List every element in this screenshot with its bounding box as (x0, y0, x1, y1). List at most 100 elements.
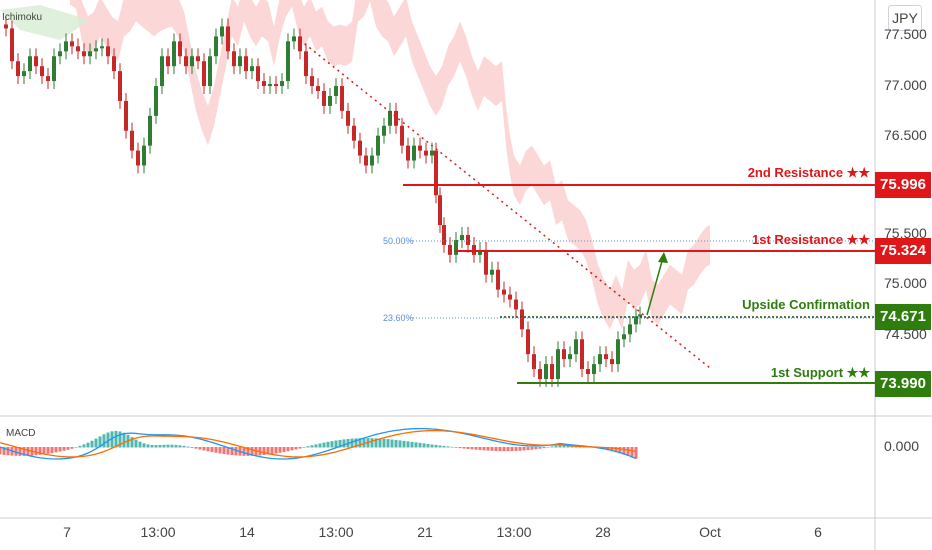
candle-body (412, 145, 416, 161)
second-resistance-label: 2nd Resistance ★★ (747, 165, 870, 180)
x-tick: 14 (239, 524, 255, 540)
macd-histogram-bar (210, 447, 214, 453)
candle-body (124, 100, 128, 131)
macd-histogram-bar (522, 447, 526, 451)
x-tick: Oct (699, 524, 721, 540)
fib-236-label: 23.60% (383, 313, 414, 323)
candle-body (556, 349, 560, 379)
macd-histogram-bar (618, 447, 622, 454)
macd-histogram-bar (374, 438, 378, 448)
macd-label: MACD (6, 428, 36, 439)
y-tick: 76.500 (884, 127, 927, 143)
candle-body (130, 130, 134, 151)
macd-histogram-bar (54, 447, 58, 453)
macd-histogram-bar (34, 447, 38, 456)
first-resistance-label: 1st Resistance ★★ (752, 232, 870, 247)
candle-body (406, 145, 410, 161)
candle-body (46, 76, 50, 82)
macd-histogram-bar (74, 447, 78, 448)
macd-histogram-bar (322, 442, 326, 448)
macd-histogram-bar (122, 432, 126, 448)
candle-body (376, 135, 380, 156)
macd-histogram-bar (310, 445, 314, 448)
macd-histogram-bar (230, 447, 234, 456)
macd-histogram-bar (130, 437, 134, 448)
candle-body (532, 354, 536, 370)
macd-histogram-bar (510, 447, 514, 452)
macd-histogram-bar (198, 447, 202, 450)
candle-body (178, 41, 182, 57)
macd-histogram-bar (66, 447, 70, 450)
candle-body (262, 81, 266, 87)
macd-histogram-bar (174, 444, 178, 448)
macd-histogram-bar (150, 444, 154, 448)
candle-body (238, 56, 242, 67)
candle-body (364, 155, 368, 166)
candle-body (172, 41, 176, 67)
candle-body (434, 150, 438, 196)
candle-body (118, 71, 122, 101)
candle-body (568, 354, 572, 360)
x-tick: 21 (417, 524, 433, 540)
macd-histogram-bar (62, 447, 66, 451)
macd-histogram-bar (466, 447, 470, 449)
candle-body (562, 349, 566, 360)
candle-body (190, 56, 194, 67)
macd-histogram-bar (538, 447, 542, 449)
macd-histogram-bar (546, 447, 550, 448)
candle-body (226, 26, 230, 52)
macd-histogram-bar (38, 447, 42, 455)
macd-histogram-bar (414, 442, 418, 448)
macd-histogram-bar (286, 447, 290, 452)
macd-histogram-bar (386, 439, 390, 448)
macd-histogram-bar (478, 447, 482, 451)
macd-histogram-bar (470, 447, 474, 450)
macd-histogram-bar (0, 447, 2, 455)
macd-histogram-bar (298, 447, 302, 449)
macd-histogram-bar (486, 447, 490, 451)
macd-histogram-bar (58, 447, 62, 452)
macd-histogram-bar (446, 446, 450, 448)
candle-body (586, 369, 590, 375)
y-tick: 75.500 (884, 225, 927, 241)
candle-body (286, 41, 290, 82)
macd-histogram-bar (410, 441, 414, 448)
candle-body (208, 56, 212, 87)
upside-confirmation-value: 74.671 (875, 304, 931, 330)
macd-histogram-bar (438, 445, 442, 448)
candle-body (70, 41, 74, 47)
macd-histogram-bar (390, 439, 394, 448)
macd-histogram-bar (534, 447, 538, 450)
candle-body (34, 56, 38, 67)
macd-histogram-bar (270, 447, 274, 455)
candle-body (478, 249, 482, 255)
candle-body (442, 225, 446, 245)
first-support-label: 1st Support ★★ (770, 365, 870, 380)
currency-button[interactable]: JPY (888, 5, 922, 31)
candle-body (322, 91, 326, 106)
macd-histogram-bar (18, 447, 22, 456)
candle-body (430, 150, 434, 156)
macd-histogram-bar (338, 439, 342, 448)
macd-histogram-bar (162, 444, 166, 448)
macd-histogram-bar (182, 445, 186, 448)
candle-body (544, 364, 548, 379)
macd-histogram-bar (630, 447, 634, 458)
second-resistance-value: 75.996 (875, 172, 931, 198)
candle-body (580, 339, 584, 370)
macd-histogram-bar (246, 447, 250, 456)
candle-body (472, 244, 476, 255)
candle-body (142, 145, 146, 166)
macd-histogram-bar (194, 447, 198, 449)
macd-histogram-bar (622, 447, 626, 455)
macd-histogram-bar (610, 447, 614, 452)
macd-histogram-bar (282, 447, 286, 453)
macd-histogram-bar (542, 447, 546, 449)
x-tick: 6 (814, 524, 822, 540)
candle-body (160, 56, 164, 87)
macd-histogram-bar (330, 441, 334, 448)
macd-histogram-bar (142, 443, 146, 448)
macd-histogram-bar (78, 445, 82, 448)
candle-body (502, 289, 506, 295)
macd-histogram-bar (606, 447, 610, 451)
